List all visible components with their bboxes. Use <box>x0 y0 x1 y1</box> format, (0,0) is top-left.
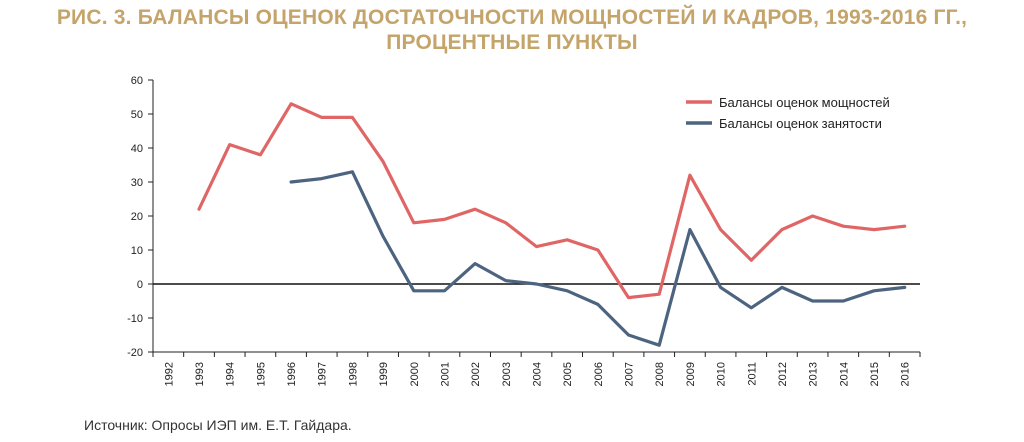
x-tick-label: 2000 <box>409 362 421 386</box>
x-tick-label: 2012 <box>777 362 789 386</box>
x-tick-label: 2015 <box>869 362 881 386</box>
x-tick-label: 2013 <box>808 362 820 386</box>
x-tick-label: 2009 <box>685 362 697 386</box>
y-tick-label: 60 <box>131 75 143 87</box>
x-tick-label: 2001 <box>439 362 451 386</box>
y-tick-label: 0 <box>137 279 143 291</box>
legend-label-2: Балансы оценок занятости <box>719 116 882 131</box>
x-tick-label: 2008 <box>654 362 666 386</box>
x-tick-label: 2016 <box>900 362 912 386</box>
x-tick-label: 1998 <box>347 362 359 386</box>
chart-title-line-2: ПРОЦЕНТНЫЕ ПУНКТЫ <box>386 31 638 54</box>
x-tick-label: 1996 <box>286 362 298 386</box>
x-tick-label: 2010 <box>716 362 728 386</box>
y-tick-label: -20 <box>127 347 143 359</box>
legend-label-1: Балансы оценок мощностей <box>719 95 890 110</box>
x-tick-label: 1994 <box>225 362 237 386</box>
line-chart: -20 -10 0 10 20 30 40 50 60 1992 1993 1994 1995 1996 1… <box>127 75 921 386</box>
series-line-1 <box>197 102 907 300</box>
series-line-2 <box>289 170 907 347</box>
x-tick-label: 1995 <box>255 362 267 386</box>
y-tick-label: -10 <box>127 313 143 325</box>
x-tick-label: 2002 <box>470 362 482 386</box>
y-tick-label: 30 <box>131 177 143 189</box>
chart-legend: Балансы оценок мощностей Балансы оценок з… <box>686 95 890 131</box>
y-tick-label: 10 <box>131 245 143 257</box>
x-tick-label: 2007 <box>624 362 636 386</box>
x-tick-label: 1993 <box>194 362 206 386</box>
chart-axes: -20 -10 0 10 20 30 40 50 60 1992 1993 1994 1995 1996 1… <box>127 75 921 386</box>
y-tick-label: 50 <box>131 109 143 121</box>
x-tick-label: 2005 <box>562 362 574 386</box>
source-note: Источник: Опросы ИЭП им. Е.Т. Гайдара. <box>84 417 352 433</box>
x-tick-label: 1997 <box>317 362 329 386</box>
chart-series <box>197 102 907 347</box>
x-tick-label: 2014 <box>838 362 850 386</box>
x-tick-label: 2004 <box>532 362 544 386</box>
x-tick-label: 1999 <box>378 362 390 386</box>
x-tick-label: 2003 <box>501 362 513 386</box>
y-tick-label: 20 <box>131 211 143 223</box>
y-tick-label: 40 <box>131 143 143 155</box>
x-tick-label: 1992 <box>163 362 175 386</box>
x-tick-label: 2006 <box>593 362 605 386</box>
chart-title-line-1: РИС. 3. БАЛАНСЫ ОЦЕНОК ДОСТАТОЧНОСТИ МОЩ… <box>56 6 968 29</box>
x-tick-label: 2011 <box>746 362 758 386</box>
